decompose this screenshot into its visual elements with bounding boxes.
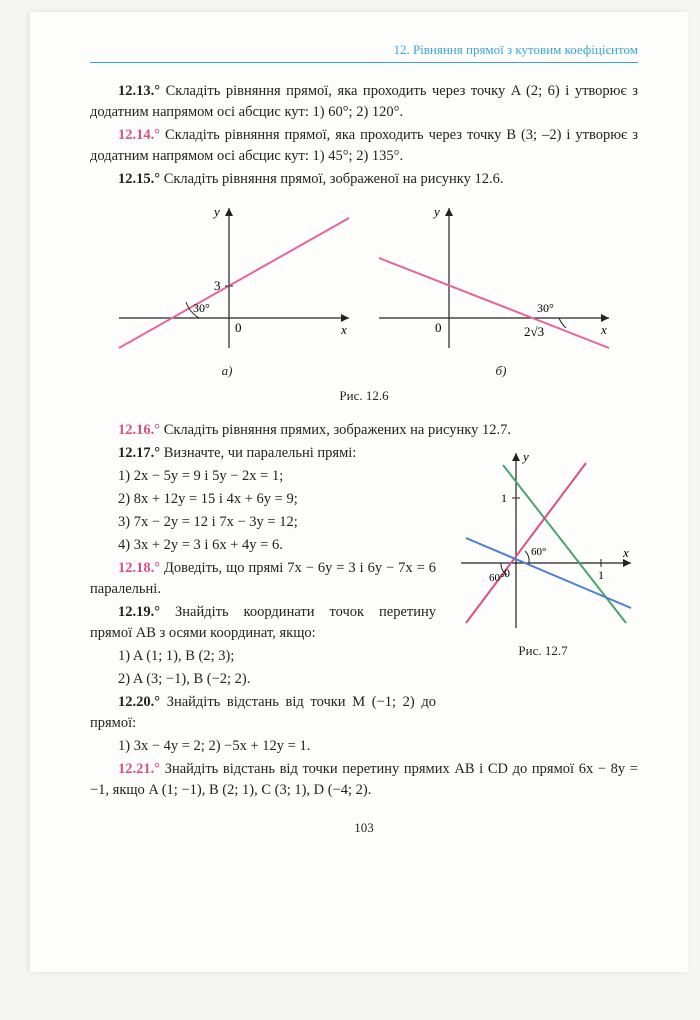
- angle-label: 30°: [193, 301, 210, 315]
- problem-number: 12.14.°: [118, 127, 160, 143]
- right-column: 1 1 60° 60° 0 x y Рис. 12.7: [448, 443, 638, 736]
- x-axis-label: x: [600, 322, 607, 337]
- y-tick-label: 1: [501, 491, 507, 505]
- y-axis-label: y: [212, 204, 220, 219]
- chart-12-6-b: 30° 2√3 0 x y: [369, 198, 619, 358]
- problem-12-19: 12.19.° Знайдіть координати точок перети…: [90, 602, 436, 644]
- sublabel-a: а): [222, 362, 233, 381]
- y-intercept: 3: [214, 278, 221, 293]
- list-item: 2) A (3; −1), B (−2; 2).: [118, 669, 436, 690]
- problem-number: 12.21.°: [118, 761, 160, 777]
- page: 12. Рівняння прямої з кутовим коефіцієнт…: [30, 12, 688, 972]
- page-number: 103: [90, 819, 638, 838]
- x-intercept: 2√3: [524, 324, 544, 339]
- x-tick-label: 1: [598, 568, 604, 582]
- problem-12-18: 12.18.° Доведіть, що прямі 7x − 6y = 3 і…: [90, 558, 436, 600]
- origin-label: 0: [504, 566, 510, 580]
- problem-number: 12.13.°: [118, 83, 160, 99]
- chart-12-6-a: 30° 3 0 x y: [109, 198, 359, 358]
- problem-12-17: 12.17.° Визначте, чи паралельні прямі:: [90, 443, 436, 464]
- problem-number: 12.17.°: [118, 445, 160, 461]
- two-column-block: 12.17.° Визначте, чи паралельні прямі: 1…: [90, 443, 638, 736]
- problem-12-15: 12.15.° Складіть рівняння прямої, зображ…: [90, 169, 638, 190]
- problem-12-19-items: 1) A (1; 1), B (2; 3); 2) A (3; −1), B (…: [90, 646, 436, 690]
- figure-caption: Рис. 12.7: [448, 642, 638, 661]
- problem-12-21: 12.21.° Знайдіть відстань від точки пере…: [90, 759, 638, 801]
- angle-label: 60°: [531, 546, 546, 558]
- problem-number: 12.18.°: [118, 560, 160, 576]
- list-item: 2) 8x + 12y = 15 і 4x + 6y = 9;: [118, 489, 436, 510]
- problem-12-13: 12.13.° Складіть рівняння прямої, яка пр…: [90, 81, 638, 123]
- problem-text: Визначте, чи паралельні прямі:: [160, 445, 356, 461]
- chart-12-7: 1 1 60° 60° 0 x y: [451, 443, 636, 633]
- problem-12-16: 12.16.° Складіть рівняння прямих, зображ…: [90, 420, 638, 441]
- problem-text: Складіть рівняння прямої, яка проходить …: [90, 127, 638, 164]
- y-axis-label: y: [521, 449, 529, 464]
- problem-12-14: 12.14.° Складіть рівняння прямої, яка пр…: [90, 125, 638, 167]
- figure-caption: Рис. 12.6: [90, 387, 638, 406]
- list-item: 4) 3x + 2y = 3 і 6x + 4y = 6.: [118, 535, 436, 556]
- problem-12-17-items: 1) 2x − 5y = 9 і 5y − 2x = 1; 2) 8x + 12…: [90, 466, 436, 556]
- problem-number: 12.19.°: [118, 604, 160, 620]
- origin-label: 0: [435, 320, 442, 335]
- problem-number: 12.15.°: [118, 171, 160, 187]
- left-column: 12.17.° Визначте, чи паралельні прямі: 1…: [90, 443, 436, 736]
- problem-text: Складіть рівняння прямої, зображеної на …: [160, 171, 503, 187]
- list-item: 1) 2x − 5y = 9 і 5y − 2x = 1;: [118, 466, 436, 487]
- figure-12-6: 30° 3 0 x y 30° 2√3 0 x y: [90, 198, 638, 358]
- problem-text: Складіть рівняння прямих, зображених на …: [160, 422, 511, 438]
- y-axis-label: y: [432, 204, 440, 219]
- sublabel-b: б): [496, 362, 507, 381]
- origin-label: 0: [235, 320, 242, 335]
- angle-label: 60°: [489, 572, 504, 584]
- body: 12.13.° Складіть рівняння прямої, яка пр…: [90, 81, 638, 838]
- problem-12-20-items: 1) 3x − 4y = 2; 2) −5x + 12y = 1.: [90, 736, 638, 757]
- problem-number: 12.16.°: [118, 422, 160, 438]
- x-axis-label: x: [340, 322, 347, 337]
- problem-text: Знайдіть відстань від точки перетину пря…: [90, 761, 638, 798]
- angle-label: 30°: [537, 301, 554, 315]
- list-item: 1) A (1; 1), B (2; 3);: [118, 646, 436, 667]
- chapter-header: 12. Рівняння прямої з кутовим коефіцієнт…: [90, 42, 638, 63]
- x-axis-label: x: [622, 545, 629, 560]
- figure-sublabels: а) б): [90, 362, 638, 381]
- list-item: 3) 7x − 2y = 12 і 7x − 3y = 12;: [118, 512, 436, 533]
- list-item: 1) 3x − 4y = 2; 2) −5x + 12y = 1.: [118, 736, 638, 757]
- problem-12-20: 12.20.° Знайдіть відстань від точки M (−…: [90, 692, 436, 734]
- problem-number: 12.20.°: [118, 694, 160, 710]
- problem-text: Складіть рівняння прямої, яка проходить …: [90, 83, 638, 120]
